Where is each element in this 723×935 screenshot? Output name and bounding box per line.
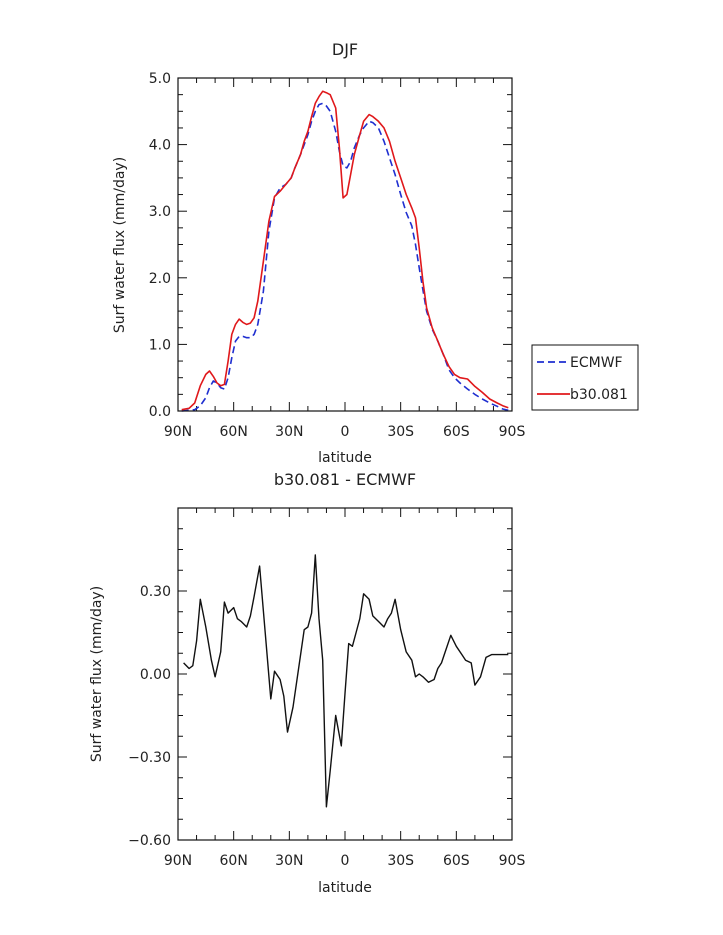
y-tick-label: 0.0: [149, 404, 171, 420]
top-chart-y-axis-label: Surf water flux (mm/day): [112, 157, 128, 333]
x-tick-label: 90S: [499, 853, 526, 869]
top-chart-title: DJF: [332, 40, 358, 59]
y-tick-label: 4.0: [149, 138, 171, 154]
x-tick-label: 0: [341, 424, 350, 440]
x-tick-label: 60S: [443, 424, 470, 440]
x-tick-label: 90S: [499, 424, 526, 440]
y-tick-label: 3.0: [149, 204, 171, 220]
x-tick-label: 60S: [443, 853, 470, 869]
x-tick-label: 60N: [220, 853, 248, 869]
legend-label-ecmwf: ECMWF: [570, 355, 623, 371]
bottom-chart-x-axis-label: latitude: [318, 880, 372, 896]
x-tick-label: 0: [341, 853, 350, 869]
legend-label-b30-081: b30.081: [570, 387, 628, 403]
top-chart-series: [181, 90, 509, 412]
top-chart-x-axis-label: latitude: [318, 450, 372, 466]
x-tick-label: 30N: [275, 424, 303, 440]
bottom-chart-ticks: 90N 60N 30N 0 30S 60S 90S −0.60 −0.30 0.00 0.30: [128, 507, 526, 869]
y-tick-label: 1.0: [149, 337, 171, 353]
bottom-chart-y-axis-label: Surf water flux (mm/day): [89, 586, 105, 762]
series-line-difference: [183, 554, 509, 808]
y-tick-label: 2.0: [149, 271, 171, 287]
y-tick-label: −0.60: [128, 833, 171, 849]
series-line-b30-081: [181, 90, 509, 411]
x-tick-label: 30S: [387, 853, 414, 869]
x-tick-label: 90N: [164, 853, 192, 869]
top-chart-panel: DJF 90N 60N 30N 0 30S 60S 90S 0.0 1.0 2.0 3.0 4.0 5.…: [112, 40, 639, 466]
top-chart-legend: ECMWF b30.081: [531, 344, 639, 411]
bottom-chart-series: [183, 554, 509, 808]
legend-box: [531, 344, 639, 411]
bottom-chart-panel: b30.081 - ECMWF 90N 60N 30N 0 30S 60S 90S −0.60…: [89, 470, 525, 896]
x-tick-label: 90N: [164, 424, 192, 440]
top-chart-ticks: 90N 60N 30N 0 30S 60S 90S 0.0 1.0 2.0 3.0 4.0 5.0: [149, 71, 526, 440]
y-tick-label: 0.00: [140, 667, 171, 683]
x-tick-label: 30S: [387, 424, 414, 440]
series-line-ecmwf: [181, 102, 509, 412]
bottom-chart-title: b30.081 - ECMWF: [274, 470, 416, 489]
y-tick-label: −0.30: [128, 750, 171, 766]
y-tick-label: 0.30: [140, 584, 171, 600]
x-tick-label: 60N: [220, 424, 248, 440]
x-tick-label: 30N: [275, 853, 303, 869]
bottom-chart-frame: [177, 507, 513, 841]
y-tick-label: 5.0: [149, 71, 171, 87]
top-chart-frame: [177, 77, 513, 412]
